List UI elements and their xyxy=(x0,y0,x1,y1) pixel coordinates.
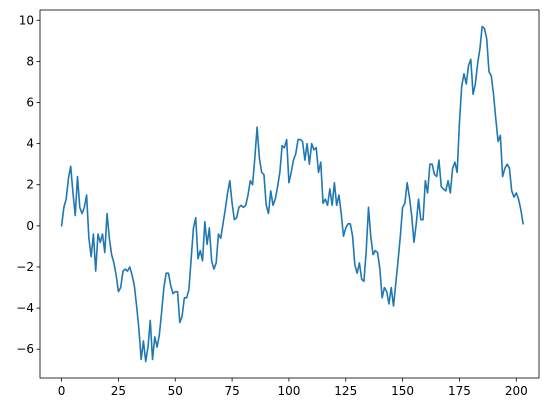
x-tick-label: 125 xyxy=(334,384,357,398)
x-tick-label: 100 xyxy=(277,384,300,398)
plot-area xyxy=(40,10,539,378)
y-tick-label: 4 xyxy=(26,137,34,151)
y-tick-label: 0 xyxy=(26,219,34,233)
y-tick-label: −6 xyxy=(16,342,34,356)
x-tick-label: 50 xyxy=(168,384,183,398)
x-tick-label: 75 xyxy=(224,384,239,398)
x-tick-label: 25 xyxy=(111,384,126,398)
y-tick-label: −4 xyxy=(16,301,34,315)
y-tick-label: 8 xyxy=(26,54,34,68)
x-tick-label: 0 xyxy=(58,384,66,398)
axis-ticks: 0 25 50 75 100 125 150 175 200 −6 −4 −2 0 2 4 6 8 10 xyxy=(16,13,527,398)
y-tick-label: −2 xyxy=(16,260,34,274)
y-tick-label: 6 xyxy=(26,96,34,110)
x-tick-label: 200 xyxy=(505,384,528,398)
y-tick-label: 2 xyxy=(26,178,34,192)
axes-frame xyxy=(39,9,540,379)
series-line xyxy=(60,25,524,363)
y-tick-label: 10 xyxy=(19,13,34,27)
x-tick-label: 175 xyxy=(448,384,471,398)
x-tick-label: 150 xyxy=(391,384,414,398)
